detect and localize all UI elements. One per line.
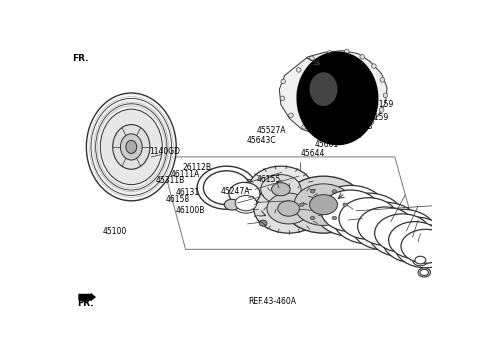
Text: 26112B: 26112B [183, 163, 212, 172]
Circle shape [296, 68, 301, 72]
Circle shape [288, 113, 293, 118]
Circle shape [281, 79, 286, 84]
Circle shape [338, 133, 343, 138]
Ellipse shape [294, 184, 353, 226]
Ellipse shape [261, 175, 301, 204]
Circle shape [320, 131, 324, 136]
Circle shape [310, 56, 314, 61]
Ellipse shape [204, 171, 250, 205]
Text: 46159: 46159 [370, 100, 394, 109]
Ellipse shape [418, 268, 431, 277]
Ellipse shape [315, 185, 386, 236]
Circle shape [345, 49, 349, 54]
Ellipse shape [113, 125, 150, 169]
Ellipse shape [224, 199, 240, 210]
Ellipse shape [272, 183, 290, 196]
Ellipse shape [254, 184, 324, 233]
Ellipse shape [401, 229, 451, 263]
Ellipse shape [339, 198, 398, 239]
Text: 46158: 46158 [166, 195, 190, 204]
Ellipse shape [413, 254, 428, 266]
Ellipse shape [310, 72, 337, 106]
Ellipse shape [311, 190, 315, 193]
Text: 46159: 46159 [365, 113, 389, 122]
Polygon shape [279, 51, 387, 137]
Text: 46100B: 46100B [175, 206, 204, 215]
Circle shape [379, 108, 384, 112]
Text: FR.: FR. [72, 54, 88, 63]
Text: 46131: 46131 [175, 188, 200, 197]
Ellipse shape [383, 217, 447, 263]
Text: REF.43-460A: REF.43-460A [248, 297, 296, 306]
Ellipse shape [86, 93, 176, 201]
Polygon shape [91, 293, 96, 301]
Ellipse shape [300, 203, 304, 206]
Ellipse shape [375, 214, 431, 252]
Ellipse shape [229, 182, 260, 205]
Text: 46155: 46155 [256, 175, 281, 184]
Circle shape [280, 96, 285, 101]
Circle shape [356, 129, 360, 133]
Ellipse shape [395, 225, 457, 268]
Ellipse shape [358, 207, 413, 246]
Circle shape [372, 64, 376, 68]
Ellipse shape [310, 195, 337, 215]
Ellipse shape [420, 269, 429, 276]
Circle shape [369, 120, 374, 125]
Circle shape [302, 125, 306, 129]
Ellipse shape [267, 193, 311, 224]
Text: 45527A: 45527A [256, 126, 286, 135]
Text: 45577A: 45577A [332, 131, 361, 140]
Text: 45643C: 45643C [247, 136, 276, 145]
Ellipse shape [332, 190, 336, 193]
Ellipse shape [332, 216, 336, 220]
Ellipse shape [96, 104, 167, 190]
Ellipse shape [389, 222, 441, 258]
Ellipse shape [91, 98, 172, 195]
Text: 45651B: 45651B [344, 122, 373, 131]
Text: 1140GD: 1140GD [149, 147, 180, 156]
Ellipse shape [369, 209, 437, 257]
Circle shape [380, 78, 385, 82]
Ellipse shape [232, 193, 260, 213]
Ellipse shape [283, 176, 364, 233]
Ellipse shape [415, 256, 426, 264]
Circle shape [383, 93, 388, 98]
Ellipse shape [333, 193, 404, 244]
Circle shape [360, 54, 365, 59]
Polygon shape [79, 294, 91, 302]
Text: 45311B: 45311B [156, 176, 185, 185]
Ellipse shape [120, 134, 142, 160]
Ellipse shape [197, 166, 256, 209]
Text: FR.: FR. [77, 299, 94, 308]
Ellipse shape [351, 202, 420, 250]
Ellipse shape [224, 179, 264, 208]
Text: 45247A: 45247A [221, 187, 250, 196]
Ellipse shape [311, 216, 315, 220]
Ellipse shape [259, 220, 267, 226]
Ellipse shape [100, 109, 162, 185]
Ellipse shape [126, 140, 137, 154]
Text: 45100: 45100 [103, 227, 127, 236]
Ellipse shape [278, 201, 300, 216]
Ellipse shape [248, 166, 313, 212]
Circle shape [327, 51, 332, 55]
Text: 46111A: 46111A [171, 170, 200, 179]
Ellipse shape [321, 190, 380, 232]
Text: 45661: 45661 [315, 140, 339, 149]
Ellipse shape [343, 203, 348, 206]
Ellipse shape [297, 52, 378, 145]
Ellipse shape [235, 195, 257, 211]
Text: 45644: 45644 [301, 149, 325, 158]
